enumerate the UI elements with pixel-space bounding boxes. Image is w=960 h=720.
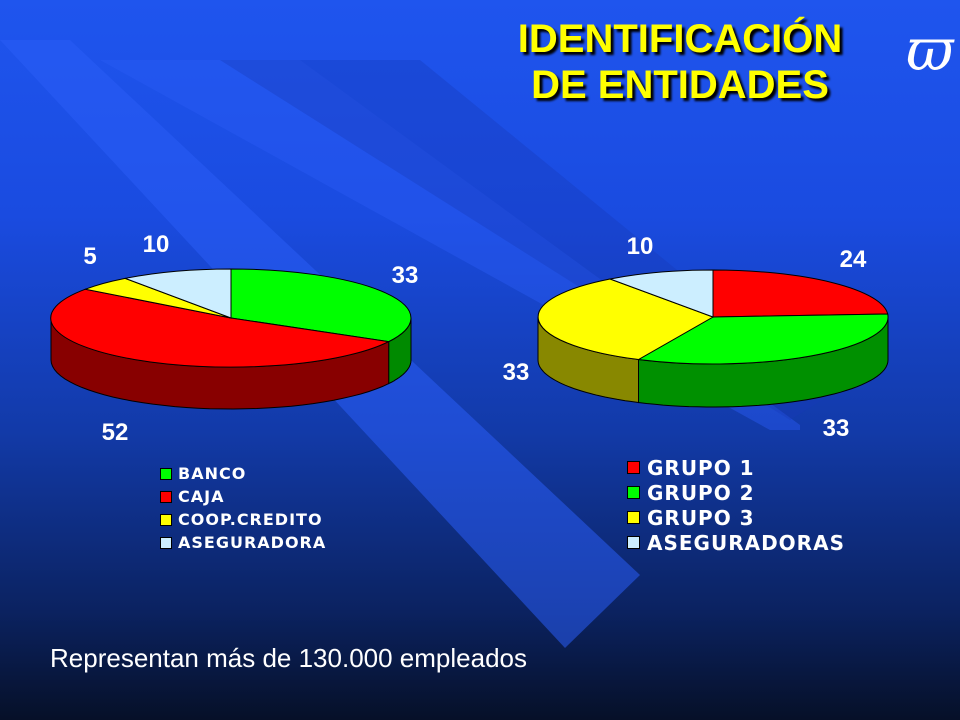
legend-swatch <box>627 486 640 499</box>
pie-chart-entidades: 33 52 5 10 <box>50 231 419 446</box>
legend-item: GRUPO 1 <box>627 455 845 480</box>
legend-swatch <box>160 467 172 480</box>
page-title: IDENTIFICACIÓN DE ENTIDADES <box>480 16 880 108</box>
legend-swatch <box>160 536 172 549</box>
data-label-aseguradora: 10 <box>143 231 170 258</box>
data-label-aseguradoras: 10 <box>627 233 654 260</box>
legend-swatch <box>160 513 172 526</box>
legend-swatch <box>627 536 640 549</box>
legend-label: CAJA <box>178 487 225 506</box>
pie-slice-aseguradoras <box>608 269 714 318</box>
legend-swatch <box>627 461 640 474</box>
pie-slice-grupo-2 <box>636 313 889 365</box>
legend-swatch <box>160 490 172 503</box>
legend-item: CAJA <box>160 485 326 508</box>
legend-label: GRUPO 2 <box>647 480 755 505</box>
legend-label: BANCO <box>178 464 247 483</box>
legend-item: GRUPO 2 <box>627 480 845 505</box>
legend-label: COOP.CREDITO <box>178 510 323 529</box>
pie-slice-caja <box>50 288 391 368</box>
title-line-2: DE ENTIDADES <box>531 63 829 107</box>
data-label-grupo-1: 24 <box>840 246 867 273</box>
pie-slice-grupo-1 <box>712 269 889 318</box>
pie-slice-grupo-3 <box>537 278 715 361</box>
data-label-grupo-3: 33 <box>503 359 530 386</box>
legend-label: GRUPO 1 <box>647 455 755 480</box>
data-label-coop-credito: 5 <box>83 243 96 270</box>
legend-label: GRUPO 3 <box>647 505 755 530</box>
data-label-caja: 52 <box>102 419 129 446</box>
legend-item: GRUPO 3 <box>627 505 845 530</box>
pie-slice-banco <box>230 268 412 343</box>
legend-item: COOP.CREDITO <box>160 508 326 531</box>
legend-swatch <box>627 511 640 524</box>
legend-label: ASEGURADORA <box>178 533 327 552</box>
pie-slice-aseguradora <box>123 268 232 319</box>
legend-item: ASEGURADORA <box>160 531 326 554</box>
data-label-banco: 33 <box>392 262 419 289</box>
legend-item: BANCO <box>160 462 326 485</box>
legend-item: ASEGURADORAS <box>627 530 845 555</box>
legend-entidades: BANCO CAJA COOP.CREDITO ASEGURADORA <box>160 462 326 554</box>
legend-grupos: GRUPO 1 GRUPO 2 GRUPO 3 ASEGURADORAS <box>627 455 845 555</box>
footer-text: Representan más de 130.000 empleados <box>50 643 527 673</box>
title-line-1: IDENTIFICACIÓN <box>517 17 843 61</box>
pie-chart-grupos: 24 33 33 10 <box>503 233 889 442</box>
data-label-grupo-2: 33 <box>823 415 850 442</box>
logo-icon: ϖ <box>906 16 954 84</box>
legend-label: ASEGURADORAS <box>647 530 845 555</box>
